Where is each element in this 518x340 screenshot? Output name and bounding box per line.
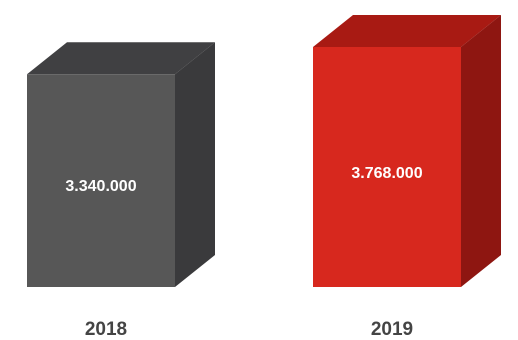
bar-2019-top (313, 15, 501, 47)
bar-2018-front (27, 74, 175, 288)
bar-2018-top (27, 42, 215, 75)
bar-2019-value-label: 3.768.000 (351, 165, 422, 182)
bar-2018-side (175, 42, 215, 288)
bar-2018-value-label: 3.340.000 (65, 178, 136, 195)
bar-2019-front (313, 47, 461, 287)
x-tick-label-2018: 2018 (85, 319, 127, 340)
bar-group-2019: 3.768.000 2019 (313, 15, 501, 340)
x-tick-label-2019: 2019 (371, 319, 413, 340)
bar-group-2018: 3.340.000 2018 (27, 42, 215, 340)
bar-2019-side (461, 15, 501, 287)
